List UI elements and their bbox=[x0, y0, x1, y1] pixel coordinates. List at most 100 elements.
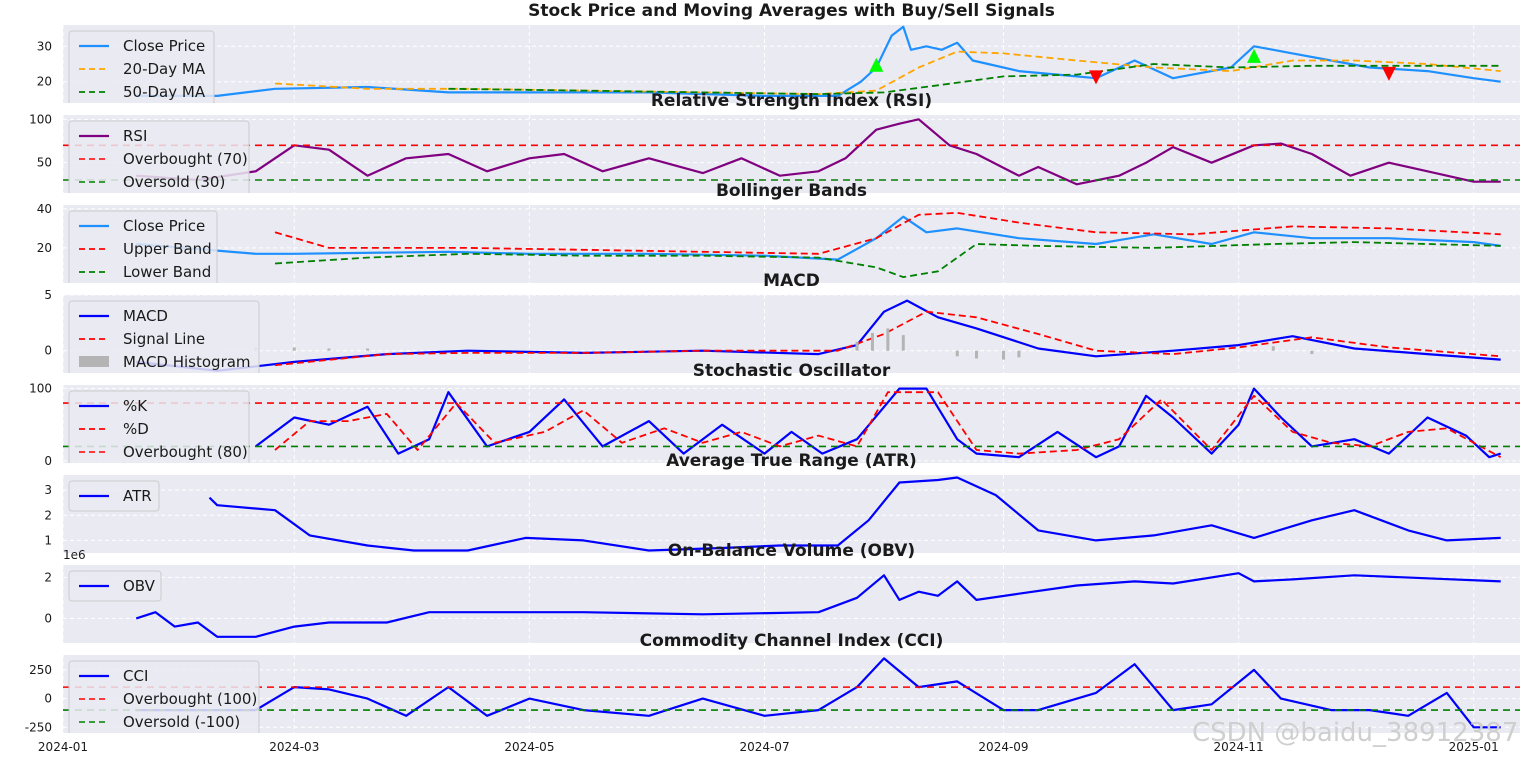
series-macd bbox=[136, 299, 1501, 372]
legend-box bbox=[68, 390, 250, 463]
y-tick-label: 1 bbox=[44, 533, 52, 547]
legend-label: MACD bbox=[123, 307, 168, 325]
legend-swatch bbox=[79, 356, 109, 367]
legend-label: Lower Band bbox=[123, 263, 211, 281]
histogram-bar bbox=[1310, 350, 1314, 355]
histogram-bar bbox=[855, 341, 859, 351]
series-group bbox=[136, 299, 1501, 372]
histogram-bar bbox=[870, 332, 874, 351]
series-group bbox=[63, 387, 1520, 459]
legend-label: 20-Day MA bbox=[123, 60, 206, 78]
legend-box bbox=[68, 570, 162, 602]
series-cci bbox=[136, 657, 1501, 729]
series-group bbox=[63, 118, 1520, 186]
x-tick-label: 2024-01 bbox=[38, 740, 88, 754]
panel-relative-strength-index-rsi: 50 100 RSI Overbought (70) Oversold (30) Rela… bbox=[29, 91, 1520, 193]
legend-label: CCI bbox=[123, 667, 148, 685]
legend-box bbox=[68, 210, 218, 283]
legend-label: Overbought (70) bbox=[123, 150, 248, 168]
x-tick-label: 2025-01 bbox=[1449, 740, 1499, 754]
y-tick-label: 0 bbox=[44, 344, 52, 358]
series-50-day-ma bbox=[448, 63, 1501, 95]
histogram-bar bbox=[975, 350, 979, 359]
x-tick-label: 2024-11 bbox=[1214, 740, 1264, 754]
legend-box bbox=[68, 480, 160, 512]
legend-label: Overbought (80) bbox=[123, 443, 248, 461]
panel-title: Stock Price and Moving Averages with Buy… bbox=[528, 1, 1055, 21]
histogram-bar bbox=[886, 328, 890, 351]
series-signal-line bbox=[274, 310, 1501, 367]
series-group bbox=[208, 476, 1501, 552]
sell-signal-marker bbox=[1381, 66, 1396, 81]
histogram-bar bbox=[901, 335, 905, 351]
y-tick-label: 250 bbox=[29, 663, 52, 677]
watermark: CSDN @baidu_38912387 bbox=[1192, 718, 1518, 748]
panel-commodity-channel-index-cci: -250 0 250 CCI Overbought (100) Oversold (-10… bbox=[25, 631, 1520, 734]
y-tick-label: 20 bbox=[37, 241, 52, 255]
y-tick-label: 30 bbox=[37, 39, 52, 53]
panel-on-balance-volume-obv: 0 2 1e6 OBV On-Balance Volume (OBV) bbox=[44, 541, 1520, 643]
legend-label: MACD Histogram bbox=[123, 353, 251, 371]
legend-label: Oversold (30) bbox=[123, 173, 225, 191]
legend-label: ATR bbox=[123, 487, 152, 505]
y-tick-label: 0 bbox=[44, 454, 52, 468]
buy-signal-marker bbox=[1247, 48, 1262, 63]
series-atr bbox=[208, 476, 1501, 552]
legend-label: Overbought (100) bbox=[123, 690, 257, 708]
plot-area bbox=[63, 385, 1520, 463]
legend-box bbox=[68, 30, 215, 103]
panel-title: Bollinger Bands bbox=[716, 181, 867, 201]
y-tick-label: 2 bbox=[44, 570, 52, 584]
histogram-bar bbox=[1271, 346, 1275, 351]
legend: ATR bbox=[68, 480, 160, 512]
y-scale-label: 1e6 bbox=[63, 548, 86, 562]
legend-box bbox=[68, 120, 250, 193]
legend-label: Upper Band bbox=[123, 240, 212, 258]
legend-label: Close Price bbox=[123, 37, 205, 55]
series-group bbox=[136, 211, 1501, 279]
legend: RSI Overbought (70) Oversold (30) bbox=[68, 120, 250, 193]
legend: MACD Signal Line MACD Histogram bbox=[68, 300, 260, 373]
series-upper-band bbox=[274, 211, 1501, 255]
series-group bbox=[63, 657, 1520, 729]
x-tick-label: 2024-05 bbox=[504, 740, 554, 754]
x-tick-label: 2024-07 bbox=[739, 740, 789, 754]
y-tick-label: 40 bbox=[37, 202, 52, 216]
series-group bbox=[135, 572, 1501, 638]
histogram-bar bbox=[366, 348, 370, 351]
y-tick-label: 0 bbox=[44, 611, 52, 625]
legend-label: RSI bbox=[123, 127, 147, 145]
panel-bollinger-bands: 20 40 Close Price Upper Band Lower Band Bolli… bbox=[37, 181, 1520, 283]
buy-signal-marker bbox=[869, 57, 884, 72]
y-tick-label: 3 bbox=[44, 483, 52, 497]
legend-label: %K bbox=[123, 397, 148, 415]
panel-macd: 0 5 MACD Signal Line MACD Histogram MACD bbox=[44, 271, 1520, 373]
histogram-bar bbox=[292, 347, 296, 351]
y-tick-label: 50 bbox=[37, 156, 52, 170]
legend-label: Close Price bbox=[123, 217, 205, 235]
y-tick-label: 100 bbox=[29, 382, 52, 396]
legend-label: Signal Line bbox=[123, 330, 205, 348]
legend: OBV bbox=[68, 570, 162, 602]
y-tick-label: 2 bbox=[44, 508, 52, 522]
legend-box bbox=[68, 660, 260, 733]
series-k bbox=[255, 387, 1502, 459]
series-20-day-ma bbox=[274, 50, 1501, 95]
series-obv bbox=[135, 572, 1501, 638]
panel-title: On-Balance Volume (OBV) bbox=[668, 541, 915, 561]
series-lower-band bbox=[274, 241, 1501, 279]
y-tick-label: 100 bbox=[29, 112, 52, 126]
y-tick-label: 20 bbox=[37, 75, 52, 89]
series-close-price bbox=[136, 215, 1501, 261]
histogram-bar bbox=[1001, 350, 1005, 360]
y-tick-label: 5 bbox=[44, 288, 52, 302]
histogram-bar bbox=[955, 350, 959, 357]
panel-title: MACD bbox=[763, 271, 820, 291]
y-tick-label: -250 bbox=[25, 720, 52, 734]
x-axis: 2024-01 2024-03 2024-05 2024-07 2024-09 2024-… bbox=[38, 740, 1499, 754]
